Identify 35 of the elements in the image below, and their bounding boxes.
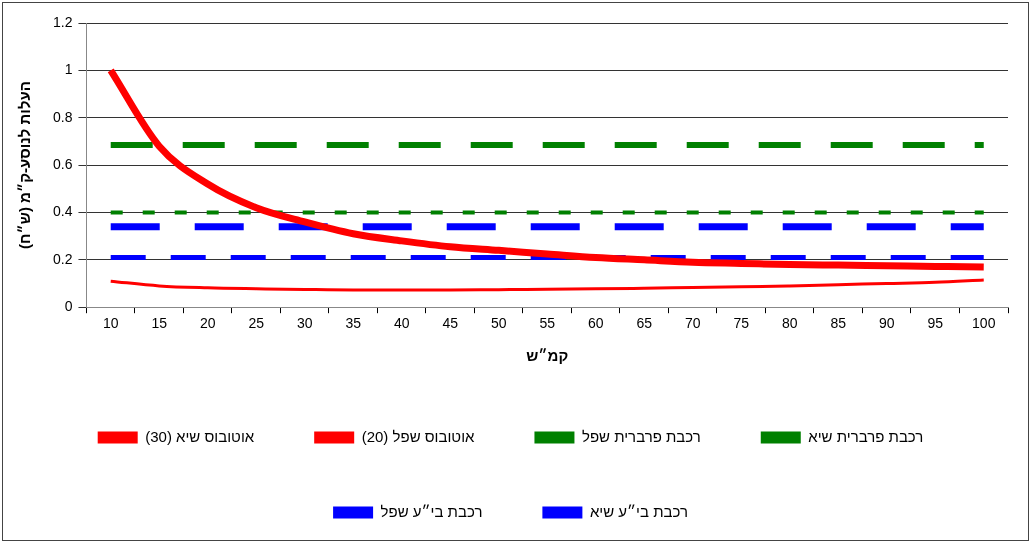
x-tick-label: 100 xyxy=(972,315,996,332)
x-tick-label: 25 xyxy=(248,315,265,332)
x-tick-label: 40 xyxy=(393,315,410,332)
legend-label: רכבת פרברית שיא xyxy=(808,427,924,445)
x-tick-label: 70 xyxy=(684,315,701,332)
line-series xyxy=(109,278,986,292)
legend-label: אוטובוס שיא (30) xyxy=(145,427,255,445)
y-tick-label: 0.8 xyxy=(52,108,73,125)
legend-label: רכבת בי״ע שפל xyxy=(380,502,483,520)
x-tick-label: 85 xyxy=(830,315,847,332)
x-axis-title: קמ״ש xyxy=(526,347,569,365)
x-tick-label: 80 xyxy=(781,315,798,332)
x-tick-label: 60 xyxy=(587,315,604,332)
y-tick-label: 0 xyxy=(64,298,73,315)
y-tick-label: 0.6 xyxy=(52,155,73,172)
x-tick-label: 75 xyxy=(733,315,750,332)
y-tick-label: 0.4 xyxy=(52,203,73,220)
legend-label: רכבת פרברית שפל xyxy=(581,427,701,445)
x-tick-label: 50 xyxy=(490,315,507,332)
x-tick-label: 10 xyxy=(102,315,119,332)
y-axis-title: העלות לנוסע-ק״מ (ש״ח) xyxy=(16,81,34,250)
x-tick-label: 95 xyxy=(927,315,944,332)
legend-label: רכבת בי״ע שיא xyxy=(589,502,688,520)
x-tick-label: 55 xyxy=(539,315,556,332)
x-tick-label: 15 xyxy=(151,315,168,332)
x-tick-label: 90 xyxy=(878,315,895,332)
x-tick-label: 65 xyxy=(636,315,653,332)
y-tick-label: 0.2 xyxy=(52,250,73,267)
legend-label: אוטובוס שפל (20) xyxy=(361,427,476,445)
y-tick-label: 1 xyxy=(64,61,73,78)
x-tick-label: 35 xyxy=(345,315,362,332)
x-tick-label: 45 xyxy=(442,315,459,332)
x-tick-label: 30 xyxy=(296,315,313,332)
x-tick-label: 20 xyxy=(199,315,216,332)
y-tick-label: 1.2 xyxy=(52,13,73,30)
